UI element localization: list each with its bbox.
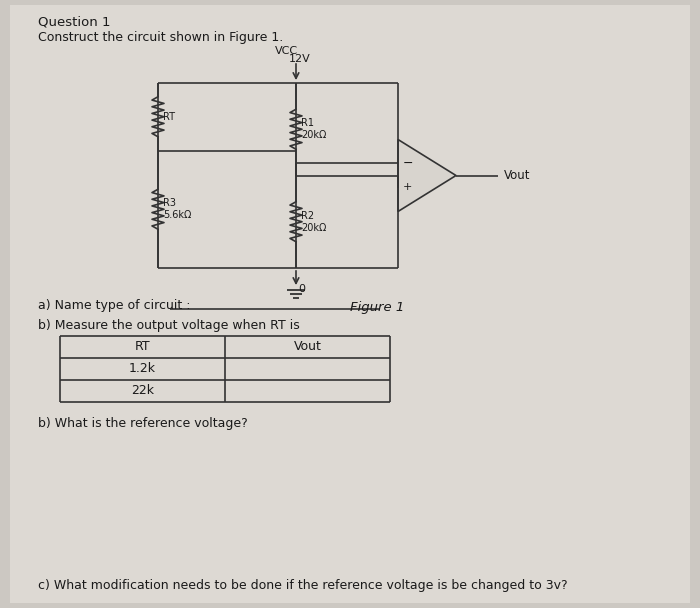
Text: −: − — [403, 157, 414, 170]
Text: RT: RT — [134, 340, 150, 353]
Text: a) Name type of circuit :: a) Name type of circuit : — [38, 300, 195, 313]
Text: b) Measure the output voltage when RT is: b) Measure the output voltage when RT is — [38, 319, 300, 331]
Text: b) What is the reference voltage?: b) What is the reference voltage? — [38, 418, 248, 430]
Text: Vout: Vout — [504, 169, 531, 182]
Text: R1
20kΩ: R1 20kΩ — [301, 119, 326, 140]
Text: Figure 1: Figure 1 — [350, 302, 404, 314]
Text: Vout: Vout — [293, 340, 321, 353]
Polygon shape — [398, 139, 456, 212]
Text: RT: RT — [163, 112, 175, 122]
Text: R2
20kΩ: R2 20kΩ — [301, 211, 326, 232]
Text: c) What modification needs to be done if the reference voltage is be changed to : c) What modification needs to be done if… — [38, 579, 568, 593]
Text: 22k: 22k — [131, 384, 154, 398]
Text: R3
5.6kΩ: R3 5.6kΩ — [163, 198, 191, 220]
Text: Construct the circuit shown in Figure 1.: Construct the circuit shown in Figure 1. — [38, 32, 284, 44]
Text: Question 1: Question 1 — [38, 15, 111, 29]
Text: 1.2k: 1.2k — [129, 362, 156, 376]
Text: 12V: 12V — [289, 54, 311, 64]
Text: 0: 0 — [298, 284, 305, 294]
Text: +: + — [403, 182, 412, 192]
FancyBboxPatch shape — [10, 5, 690, 603]
Text: VCC: VCC — [274, 46, 298, 56]
